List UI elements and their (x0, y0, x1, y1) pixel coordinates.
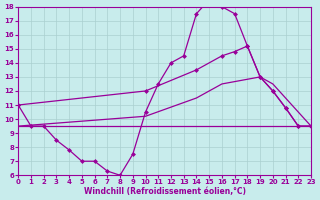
X-axis label: Windchill (Refroidissement éolien,°C): Windchill (Refroidissement éolien,°C) (84, 187, 246, 196)
